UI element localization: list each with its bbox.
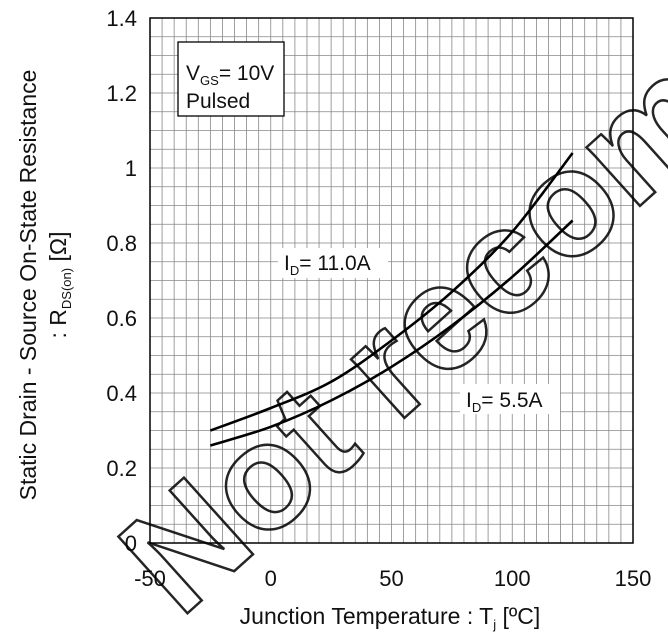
series-label-11a: ID= 11.0A xyxy=(278,248,388,278)
x-tick-label: 100 xyxy=(494,566,531,591)
x-axis-label: Junction Temperature : Tj [ºC] xyxy=(240,603,541,632)
conditions-box: VGS= 10V Pulsed xyxy=(177,41,285,117)
y-tick-label: 1.4 xyxy=(106,6,137,31)
y-tick-label: 0.4 xyxy=(106,381,137,406)
svg-text:ID= 5.5A: ID= 5.5A xyxy=(466,389,543,415)
watermark-text: Not recommended for new designs xyxy=(89,0,668,640)
y-axis-label-line2: : RDS(on) [Ω] xyxy=(45,232,74,339)
svg-text:ID= 11.0A: ID= 11.0A xyxy=(284,252,371,278)
y-tick-label: 0.6 xyxy=(106,306,137,331)
y-tick-labels: 0 0.2 0.4 0.6 0.8 1 1.2 1.4 xyxy=(106,6,137,556)
x-tick-labels: -50 0 50 100 150 xyxy=(134,566,651,591)
condition-pulsed: Pulsed xyxy=(186,90,250,113)
y-tick-label: 1 xyxy=(125,156,137,181)
y-tick-label: 0 xyxy=(125,531,137,556)
series-label-5-5a: ID= 5.5A xyxy=(460,384,560,415)
curves xyxy=(209,152,574,447)
y-tick-label: 0.2 xyxy=(106,456,137,481)
x-tick-label: 0 xyxy=(265,566,277,591)
watermark: Not recommended for new designs xyxy=(88,0,668,640)
y-tick-label: 1.2 xyxy=(106,81,137,106)
series-line-5-5a xyxy=(210,219,574,447)
condition-vgs: VGS= 10V xyxy=(186,62,274,88)
y-axis-label-line1: Static Drain - Source On-State Resistanc… xyxy=(15,70,41,501)
y-tick-label: 0.8 xyxy=(106,231,137,256)
series-line-11a xyxy=(209,152,574,432)
y-axis-label: Static Drain - Source On-State Resistanc… xyxy=(15,70,74,501)
x-tick-label: 50 xyxy=(379,566,403,591)
x-tick-label: 150 xyxy=(615,566,652,591)
plot-frame xyxy=(149,17,634,544)
x-tick-label: -50 xyxy=(134,566,166,591)
